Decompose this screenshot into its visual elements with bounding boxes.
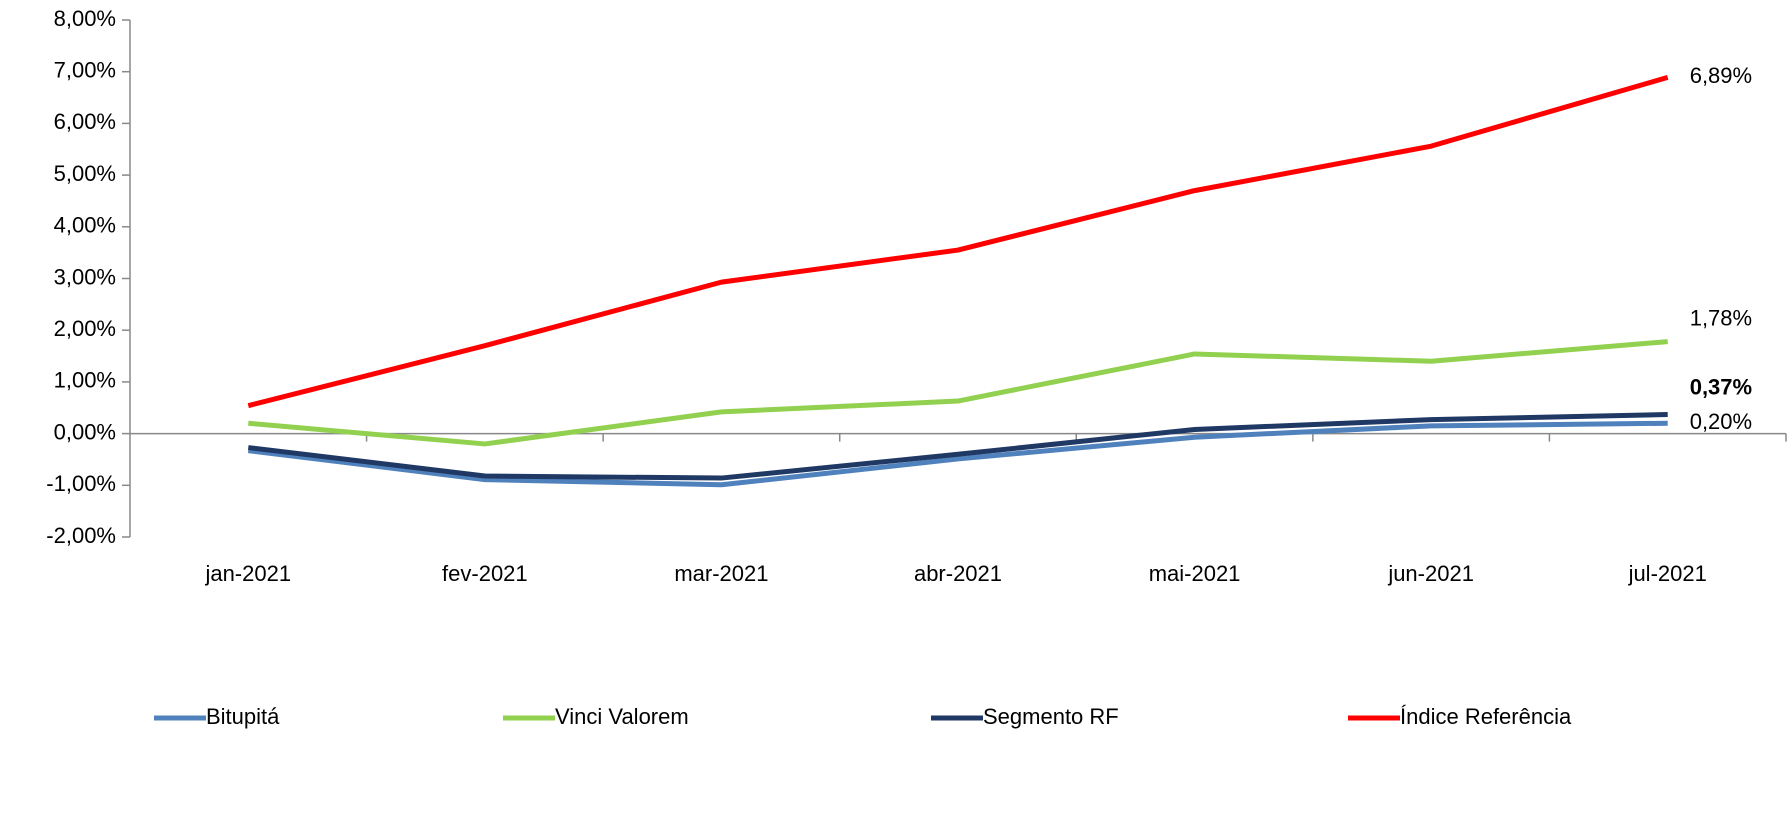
y-tick-label: 8,00% xyxy=(54,6,116,31)
legend-label: Vinci Valorem xyxy=(555,704,689,729)
x-tick-label: fev-2021 xyxy=(442,561,528,586)
data-label: 0,20% xyxy=(1690,409,1752,434)
series-line xyxy=(247,74,1669,409)
y-tick-label: 7,00% xyxy=(54,58,116,83)
legend-label: Índice Referência xyxy=(1400,704,1572,729)
y-tick-label: 4,00% xyxy=(54,213,116,238)
x-tick-label: jun-2021 xyxy=(1387,561,1474,586)
legend-label: Segmento RF xyxy=(983,704,1119,729)
y-tick-label: 5,00% xyxy=(54,161,116,186)
y-tick-label: 1,00% xyxy=(54,368,116,393)
y-tick-label: 3,00% xyxy=(54,264,116,289)
x-tick-label: abr-2021 xyxy=(914,561,1002,586)
data-label: 6,89% xyxy=(1690,63,1752,88)
x-tick-label: jul-2021 xyxy=(1628,561,1707,586)
series-line xyxy=(247,420,1668,488)
x-tick-label: mai-2021 xyxy=(1149,561,1241,586)
series-line xyxy=(247,411,1668,481)
x-tick-label: mar-2021 xyxy=(674,561,768,586)
series-line xyxy=(248,339,1668,447)
data-label: 1,78% xyxy=(1690,305,1752,330)
data-label: 0,37% xyxy=(1690,374,1752,399)
legend-label: Bitupitá xyxy=(206,704,280,729)
y-tick-label: -1,00% xyxy=(46,471,116,496)
y-tick-label: 2,00% xyxy=(54,316,116,341)
y-tick-label: 0,00% xyxy=(54,419,116,444)
y-tick-label: 6,00% xyxy=(54,109,116,134)
x-tick-label: jan-2021 xyxy=(204,561,291,586)
y-tick-label: -2,00% xyxy=(46,523,116,548)
